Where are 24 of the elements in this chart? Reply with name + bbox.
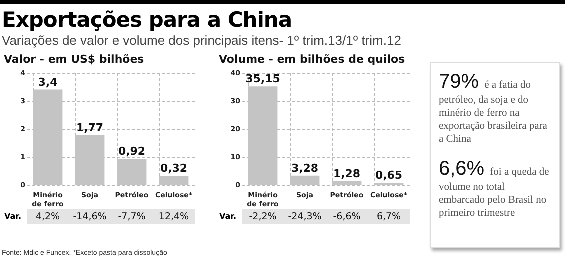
data-label: 3,4	[38, 76, 58, 89]
data-label: 1,28	[333, 167, 361, 180]
chart-subtitle: Variações de valor e volume dos principais itens- 1º trim.13/1º trim.12	[2, 33, 402, 48]
text: 4,2%	[36, 212, 60, 222]
text: 6,7%	[376, 212, 402, 222]
data-label: 1,77	[76, 121, 104, 134]
text: -14,6%	[73, 212, 107, 222]
text: -2,2%	[249, 212, 277, 222]
text: -6,6%	[333, 212, 361, 222]
text: Var.	[4, 212, 22, 221]
text: 12,4%	[158, 212, 190, 222]
chart-title: Exportações para a China	[2, 8, 294, 32]
data-label: 0,92	[118, 145, 146, 158]
y-axis-title: Valor - em US$ bilhões	[4, 53, 145, 66]
text: 79% é a fatia do petróleo, da soja e do minério de ferro na exportação brasileira para a China	[439, 71, 548, 145]
text: 6,6% foi a queda de volume no total embarcado pelo Brasil no primeiro trimestre	[439, 158, 550, 219]
data-label: 0,65	[375, 169, 403, 182]
data-label: 0,32	[160, 162, 188, 176]
text: Var.	[220, 212, 236, 221]
data-label: 3,28	[291, 162, 319, 175]
text: -24,3%	[288, 212, 322, 222]
data-label: 35,15	[246, 72, 280, 86]
y-axis-title: Volume - em bilhões de quilos	[219, 53, 406, 66]
text: -7,7%	[118, 212, 146, 222]
